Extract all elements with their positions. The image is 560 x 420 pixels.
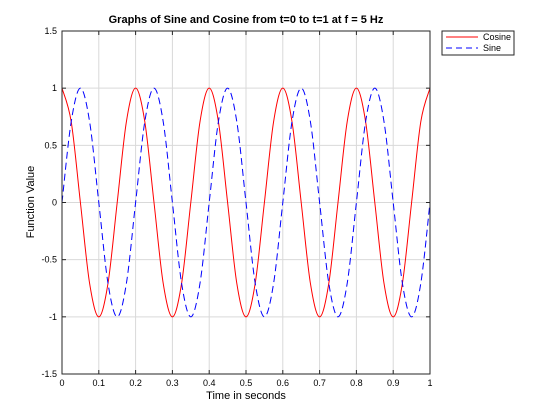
x-tick-label: 0.4	[203, 378, 216, 388]
y-tick-label: 1.5	[44, 26, 57, 36]
y-tick-label: -1.5	[41, 369, 57, 379]
x-tick-label: 0.1	[93, 378, 106, 388]
legend: Cosine Sine	[441, 30, 515, 56]
ticks	[61, 30, 431, 375]
x-tick-label: 0.8	[350, 378, 363, 388]
legend-label-cosine: Cosine	[483, 32, 511, 42]
legend-box	[441, 30, 515, 56]
x-tick-label: 0.5	[240, 378, 253, 388]
x-tick-label: 0.2	[129, 378, 142, 388]
x-tick-label: 0	[59, 378, 64, 388]
chart-title: Graphs of Sine and Cosine from t=0 to t=…	[109, 14, 384, 26]
legend-label-sine: Sine	[483, 43, 501, 53]
x-tick-label: 1	[427, 378, 432, 388]
y-tick-label: -0.5	[41, 255, 57, 265]
y-tick-label: 0.5	[44, 140, 57, 150]
x-tick-label: 0.9	[387, 378, 400, 388]
tick-labels: 0 0.1 0.2 0.3 0.4 0.5 0.6 0.7 0.8 0.9 1 -1.5 -1 -0.5 0…	[41, 26, 432, 388]
y-tick-label: -1	[49, 312, 57, 322]
y-tick-label: 1	[52, 83, 57, 93]
y-tick-label: 0	[52, 198, 57, 208]
series-layer	[61, 87, 431, 318]
x-axis-label: Time in seconds	[206, 390, 286, 402]
series-line-sine	[61, 87, 431, 318]
x-tick-label: 0.3	[166, 378, 179, 388]
y-axis-label: Function Value	[25, 166, 37, 239]
x-tick-label: 0.7	[313, 378, 326, 388]
series-line-cosine	[61, 87, 431, 318]
x-tick-label: 0.6	[277, 378, 290, 388]
